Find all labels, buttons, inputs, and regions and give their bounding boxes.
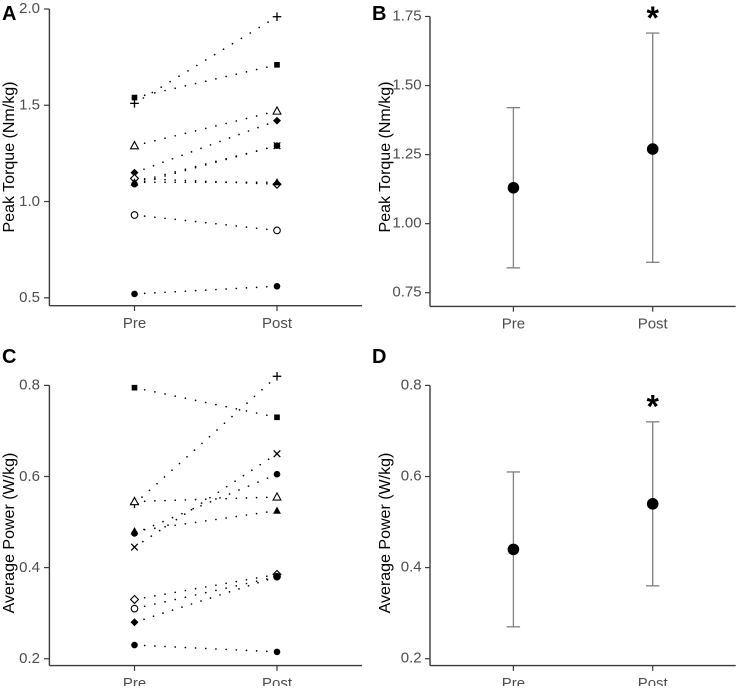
svg-text:C: C <box>2 346 16 368</box>
svg-text:Pre: Pre <box>123 315 146 332</box>
svg-text:2.0: 2.0 <box>19 0 40 17</box>
svg-text:Pre: Pre <box>123 675 146 686</box>
svg-text:1.75: 1.75 <box>392 8 421 25</box>
svg-text:D: D <box>372 346 386 368</box>
svg-text:Pre: Pre <box>502 316 525 333</box>
svg-text:Post: Post <box>638 316 669 333</box>
svg-text:1.5: 1.5 <box>19 97 40 114</box>
svg-text:Post: Post <box>262 315 293 332</box>
svg-text:1.50: 1.50 <box>392 77 421 94</box>
svg-text:Average Power (W/kg): Average Power (W/kg) <box>1 453 18 614</box>
svg-text:1.00: 1.00 <box>392 215 421 232</box>
svg-text:Average Power (W/kg): Average Power (W/kg) <box>377 453 394 614</box>
svg-text:Post: Post <box>262 675 293 686</box>
svg-text:1.25: 1.25 <box>392 146 421 163</box>
svg-text:0.6: 0.6 <box>19 468 40 485</box>
svg-text:0.75: 0.75 <box>392 284 421 301</box>
svg-text:0.8: 0.8 <box>401 376 422 393</box>
svg-text:0.4: 0.4 <box>19 559 40 576</box>
svg-text:0.2: 0.2 <box>19 650 40 667</box>
svg-text:0.6: 0.6 <box>401 468 422 485</box>
svg-text:*: * <box>646 0 659 36</box>
svg-text:Pre: Pre <box>502 675 525 686</box>
svg-text:0.2: 0.2 <box>401 650 422 667</box>
svg-text:0.4: 0.4 <box>401 559 422 576</box>
svg-text:Post: Post <box>638 675 669 686</box>
svg-text:0.8: 0.8 <box>19 376 40 393</box>
svg-text:1.0: 1.0 <box>19 193 40 210</box>
svg-text:0.5: 0.5 <box>19 289 40 306</box>
svg-text:B: B <box>372 3 386 25</box>
svg-text:A: A <box>2 3 16 25</box>
svg-text:Peak Torque (Nm/kg): Peak Torque (Nm/kg) <box>1 82 18 233</box>
svg-text:Peak Torque (Nm/kg): Peak Torque (Nm/kg) <box>377 82 394 233</box>
svg-text:*: * <box>646 389 659 425</box>
